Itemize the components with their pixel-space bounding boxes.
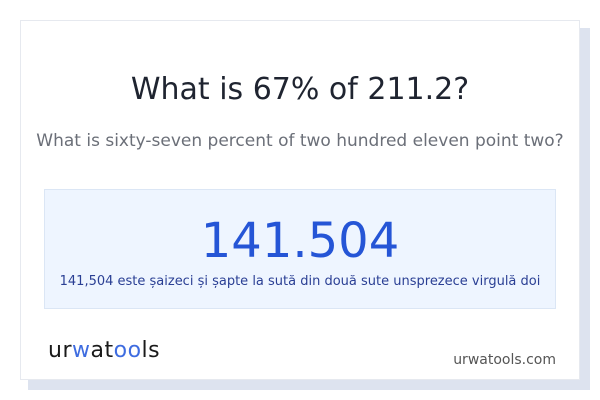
site-link[interactable]: urwatools.com	[453, 352, 556, 368]
answer-value: 141.504	[200, 213, 400, 269]
answer-box: 141.504 141,504 este șaizeci și șapte la…	[44, 189, 556, 309]
page-subtitle: What is sixty-seven percent of two hundr…	[36, 131, 564, 151]
answer-words: 141,504 este șaizeci și șapte la sută di…	[59, 274, 541, 289]
urwatools-logo[interactable]: urwatools	[48, 338, 161, 363]
page-title: What is 67% of 211.2?	[130, 72, 470, 107]
